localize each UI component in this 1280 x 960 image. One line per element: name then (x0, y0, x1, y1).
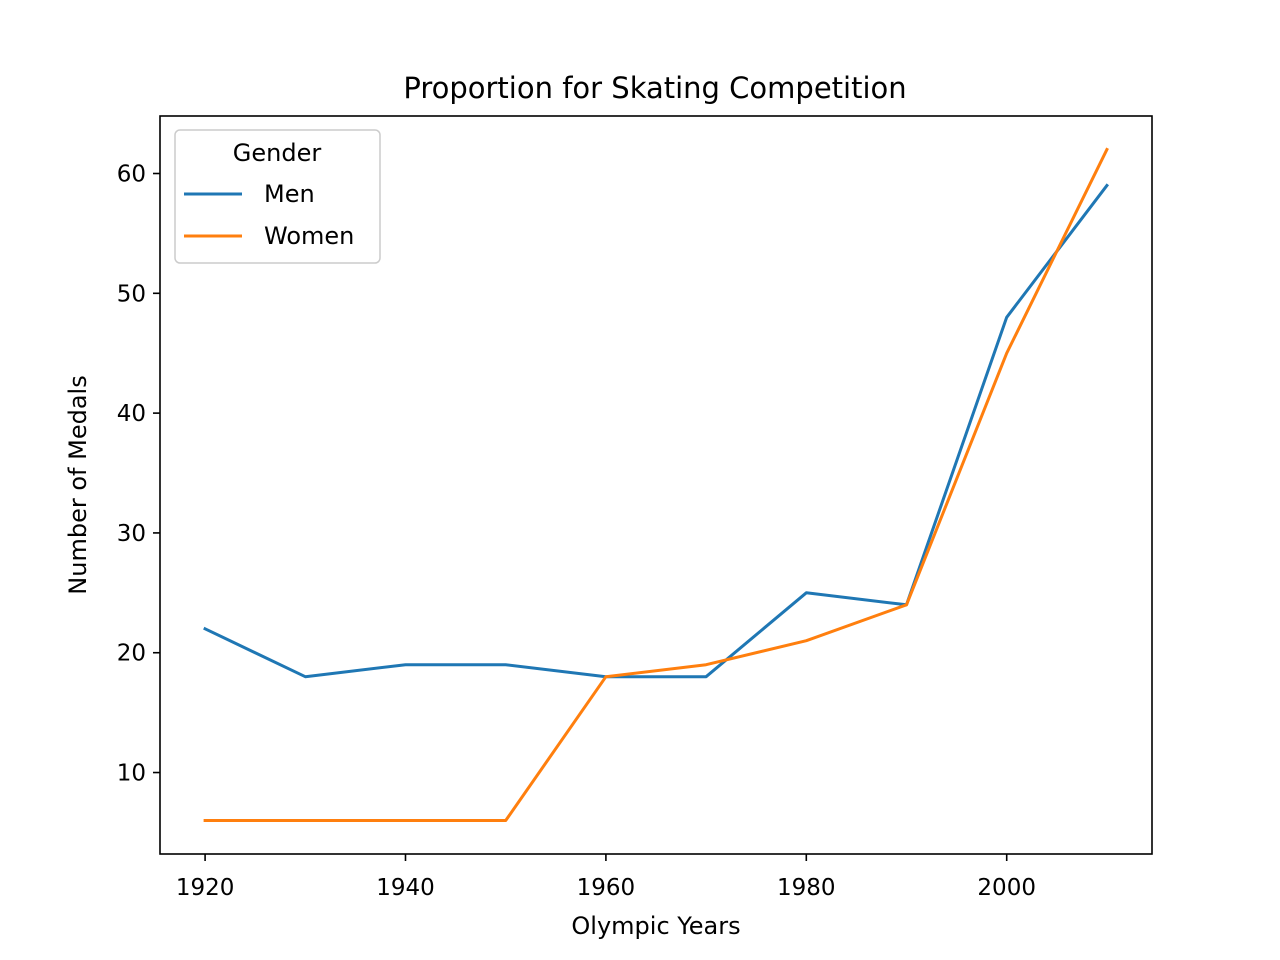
x-axis-label: Olympic Years (571, 912, 740, 940)
y-tick-label: 40 (117, 401, 146, 427)
y-axis: 10 20 30 40 50 60 (117, 162, 160, 787)
y-tick-label: 20 (117, 641, 146, 667)
x-tick-label: 1940 (376, 875, 435, 901)
y-tick-label: 60 (117, 162, 146, 188)
x-tick-label: 1920 (176, 875, 235, 901)
series-line-women (203, 147, 1109, 822)
legend: Gender Men Women (174, 129, 381, 264)
x-axis: 1920 1940 1960 1980 2000 (176, 854, 1036, 901)
legend-label-men: Men (264, 180, 315, 208)
series-line-men (203, 183, 1110, 679)
legend-items: Men Women (184, 180, 354, 250)
series-lines (203, 147, 1110, 822)
legend-box (174, 129, 381, 264)
legend-title: Gender (233, 139, 322, 167)
x-tick-label: 1960 (577, 875, 636, 901)
x-tick-label: 2000 (977, 875, 1036, 901)
y-tick-label: 10 (117, 761, 146, 787)
y-tick-label: 50 (117, 281, 146, 307)
legend-label-women: Women (264, 222, 354, 250)
x-tick-label: 1980 (777, 875, 836, 901)
y-tick-label: 30 (117, 521, 146, 547)
chart-title: Proportion for Skating Competition (403, 71, 906, 105)
y-axis-label: Number of Medals (64, 375, 92, 594)
plot-area-frame (159, 115, 1153, 855)
